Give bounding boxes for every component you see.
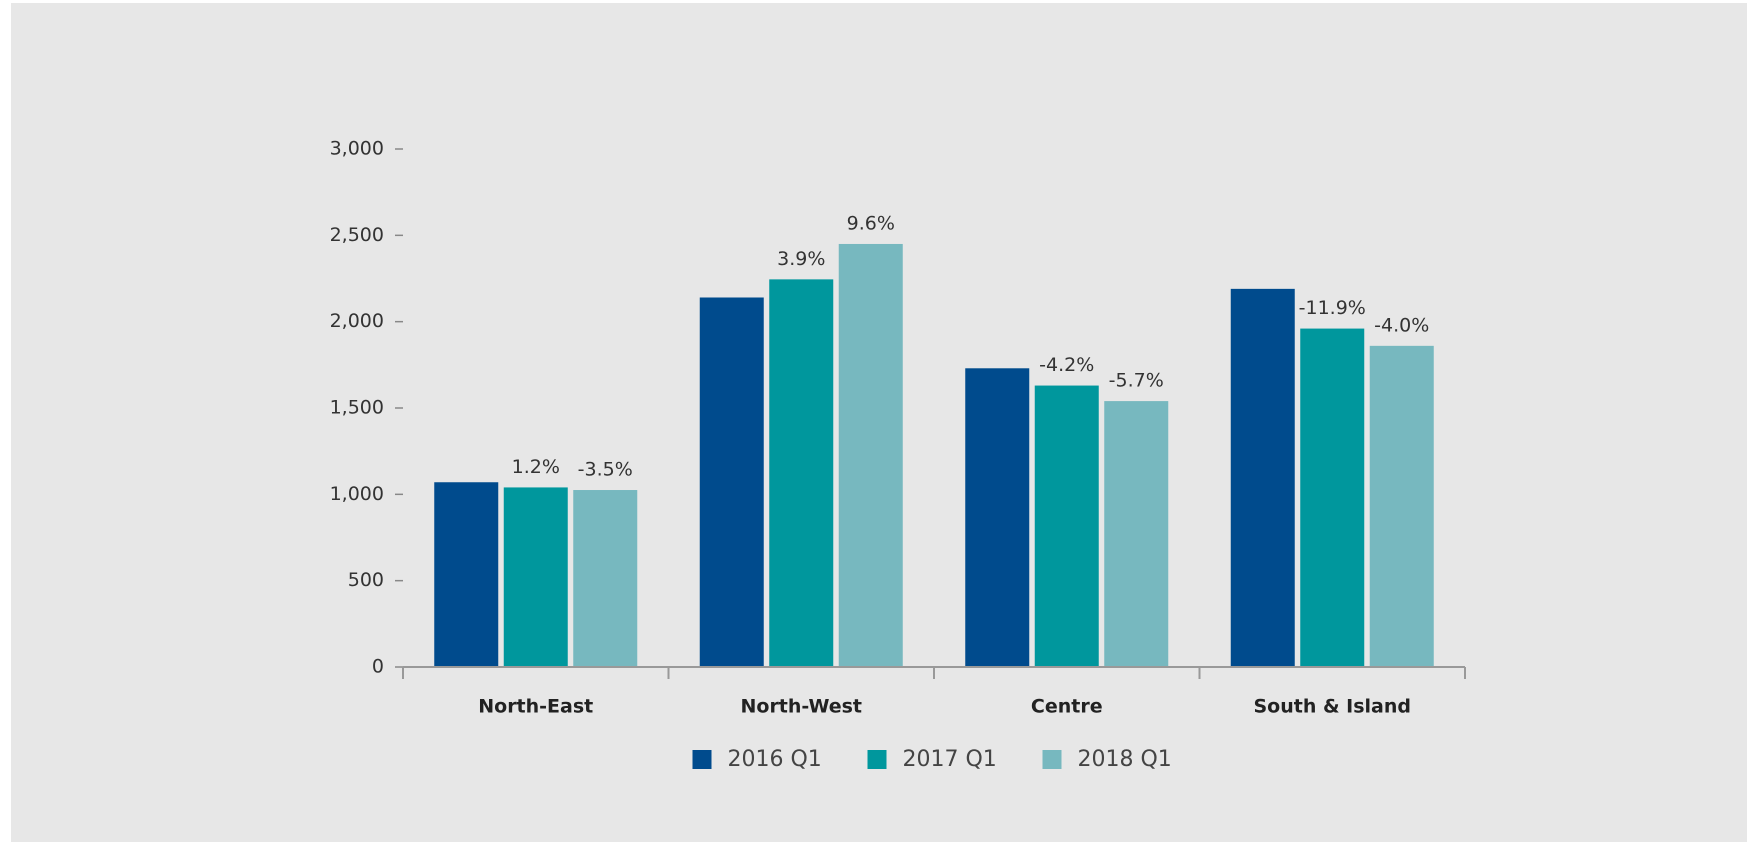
annotation: -4.2% [1039,354,1094,376]
annotation: -3.5% [578,459,633,481]
annotation: -5.7% [1109,370,1164,392]
x-tick-label: Centre [1031,696,1103,718]
y-tick-label: 3,000 [330,138,384,160]
y-tick-label: 0 [372,656,384,678]
legend-label: 2016 Q1 [728,747,822,772]
legend-swatch [1042,750,1062,769]
annotation: 3.9% [777,248,825,270]
x-tick-label: North-East [478,696,593,718]
bar [965,368,1030,667]
annotation: 1.2% [512,456,560,478]
legend-swatch [692,750,712,769]
y-tick-label: 500 [348,569,384,591]
bar [1230,288,1295,667]
bar [769,279,834,667]
annotation: -11.9% [1299,297,1366,319]
bar [434,482,499,667]
bar [573,490,638,667]
legend-label: 2017 Q1 [903,747,997,772]
legend-swatch [867,750,887,769]
x-tick-label: North-West [740,696,862,718]
y-tick-label: 1,000 [330,483,384,505]
bar [503,487,568,667]
legend-label: 2018 Q1 [1078,747,1172,772]
annotation: 9.6% [847,212,895,234]
bar [1369,345,1434,667]
bar [1300,328,1365,667]
bar [1034,385,1099,667]
y-tick-label: 1,500 [330,397,384,419]
bar [838,243,903,667]
annotation: -4.0% [1374,314,1429,336]
bar [699,297,764,667]
x-tick-label: South & Island [1253,696,1411,718]
y-tick-label: 2,000 [330,310,384,332]
y-tick-label: 2,500 [330,224,384,246]
bar [1104,401,1169,667]
